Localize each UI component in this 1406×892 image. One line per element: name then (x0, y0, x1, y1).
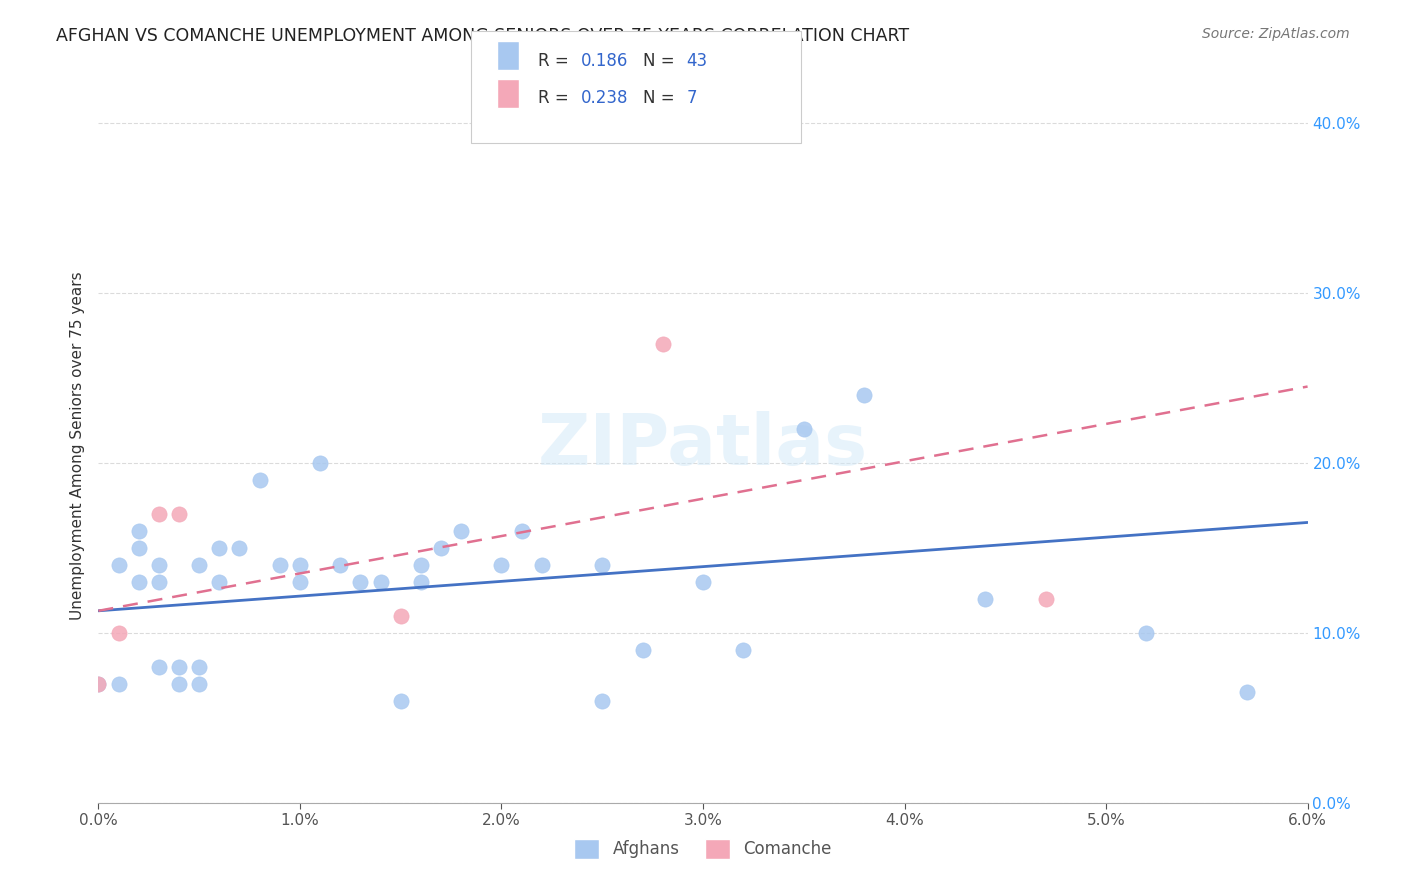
Point (288, 574, 311, 589)
Point (631, 643, 654, 657)
Text: 43: 43 (686, 52, 707, 70)
Point (733, 643, 755, 657)
Point (167, 660, 190, 674)
Point (269, 558, 291, 572)
Point (128, 574, 150, 589)
Point (249, 473, 271, 487)
Point (692, 574, 714, 589)
Point (148, 507, 170, 521)
Point (853, 388, 876, 402)
Point (148, 660, 170, 674)
Point (188, 558, 211, 572)
Point (389, 694, 412, 708)
Y-axis label: Unemployment Among Seniors over 75 years: Unemployment Among Seniors over 75 years (69, 272, 84, 620)
Point (370, 574, 392, 589)
Point (128, 541, 150, 555)
Text: 7: 7 (686, 89, 696, 107)
Point (1035, 591, 1057, 606)
Point (1236, 685, 1258, 699)
Point (107, 626, 129, 640)
Point (491, 558, 513, 572)
Point (974, 591, 997, 606)
Text: ZIPatlas: ZIPatlas (538, 411, 868, 481)
Text: AFGHAN VS COMANCHE UNEMPLOYMENT AMONG SENIORS OVER 75 YEARS CORRELATION CHART: AFGHAN VS COMANCHE UNEMPLOYMENT AMONG SE… (56, 27, 910, 45)
Text: R =: R = (538, 89, 575, 107)
Point (409, 574, 432, 589)
Point (167, 507, 190, 521)
Point (288, 558, 311, 572)
Point (409, 558, 432, 572)
Point (87, 677, 110, 691)
Point (309, 456, 332, 470)
Text: R =: R = (538, 52, 575, 70)
Point (591, 558, 613, 572)
Point (167, 677, 190, 691)
Point (128, 524, 150, 538)
Point (329, 558, 352, 572)
Point (148, 574, 170, 589)
Point (107, 558, 129, 572)
Text: N =: N = (643, 52, 679, 70)
Point (349, 574, 371, 589)
Point (228, 541, 250, 555)
Point (208, 574, 231, 589)
Text: N =: N = (643, 89, 679, 107)
Legend: Afghans, Comanche: Afghans, Comanche (568, 832, 838, 866)
Point (1135, 626, 1157, 640)
Point (651, 337, 673, 351)
Point (591, 694, 613, 708)
Point (148, 558, 170, 572)
Point (87, 677, 110, 691)
Point (208, 541, 231, 555)
Point (188, 677, 211, 691)
Text: 0.186: 0.186 (581, 52, 628, 70)
Point (510, 524, 533, 538)
Text: Source: ZipAtlas.com: Source: ZipAtlas.com (1202, 27, 1350, 41)
Text: 0.238: 0.238 (581, 89, 628, 107)
Point (188, 660, 211, 674)
Point (793, 422, 815, 436)
Point (389, 608, 412, 623)
Point (450, 524, 472, 538)
Point (107, 677, 129, 691)
Point (530, 558, 553, 572)
Point (430, 541, 453, 555)
